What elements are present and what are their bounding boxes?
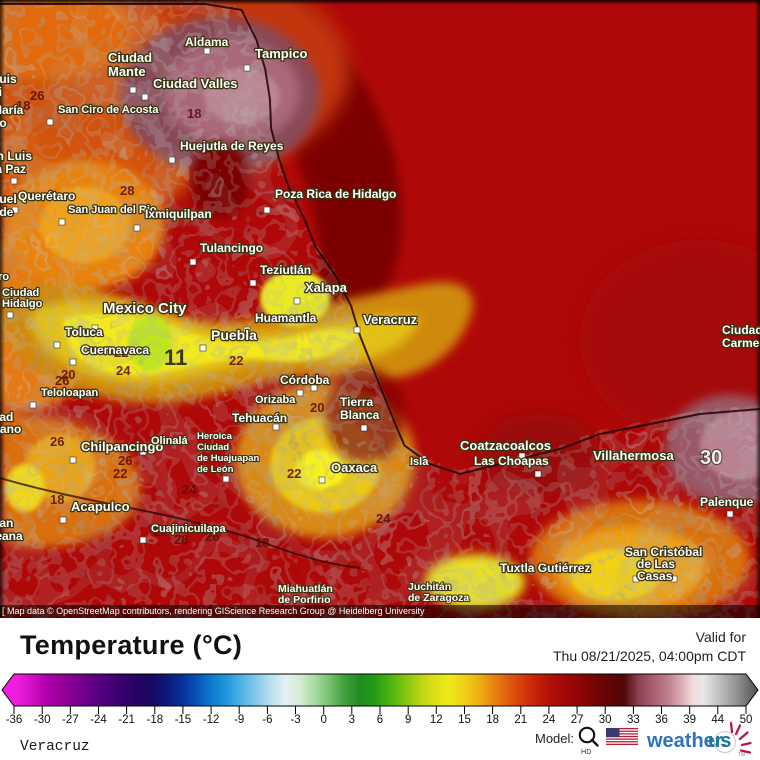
svg-text:Orizaba: Orizaba [255,394,296,406]
svg-text:Mante: Mante [108,64,146,79]
svg-text:30: 30 [700,447,722,469]
svg-text:Toluca: Toluca [65,325,103,339]
svg-text:Tulancingo: Tulancingo [200,241,263,255]
svg-text:18: 18 [50,492,64,507]
svg-text:24: 24 [376,511,391,526]
svg-text:Tehuacán: Tehuacán [232,411,287,425]
svg-text:Model:: Model: [535,731,574,746]
svg-text:Teloloapan: Teloloapan [41,387,99,399]
svg-text:Ciudad: Ciudad [197,442,229,453]
svg-text:de León: de León [197,464,234,475]
svg-text:22: 22 [113,466,127,481]
svg-text:Cuernavaca: Cuernavaca [81,343,149,357]
svg-text:Mexico City: Mexico City [103,300,187,317]
svg-text:18: 18 [255,535,269,550]
svg-text:Carme: Carme [722,336,760,350]
svg-text:de Zaragoza: de Zaragoza [408,592,469,604]
svg-text:San Juan del Rio: San Juan del Rio [68,204,157,216]
svg-text:20: 20 [310,400,324,415]
svg-text:Poza Rica de Hidalgo: Poza Rica de Hidalgo [275,187,396,201]
svg-text:Las Choapas: Las Choapas [474,454,549,468]
svg-text:Ciudad Valles: Ciudad Valles [153,76,238,91]
svg-text:Villahermosa: Villahermosa [593,448,674,463]
svg-text:24: 24 [116,363,131,378]
svg-text:guel: guel [0,192,17,206]
svg-text:Veracruz: Veracruz [363,312,418,327]
svg-text:Olinalá: Olinalá [151,435,189,447]
svg-text:Heroica: Heroica [197,431,233,442]
svg-text:Oaxaca: Oaxaca [331,460,378,475]
svg-text:22: 22 [287,466,301,481]
svg-text:11: 11 [164,345,187,370]
svg-text:si: si [0,85,2,99]
svg-text:Isla: Isla [410,456,429,468]
svg-text:22: 22 [229,353,243,368]
svg-text:irano: irano [0,422,21,436]
svg-text:Ciudad: Ciudad [722,323,760,337]
svg-text:HD: HD [581,747,591,756]
svg-text:Xalapa: Xalapa [305,280,348,295]
svg-text:Acapulco: Acapulco [71,499,130,514]
svg-text:Puebla: Puebla [211,327,257,343]
svg-text:Ixmiquilpan: Ixmiquilpan [145,207,212,221]
svg-text:[ Map data © OpenStreetMap con: [ Map data © OpenStreetMap contributors,… [2,606,425,616]
svg-text:Luis: Luis [0,72,17,86]
svg-text:Blanca: Blanca [340,408,380,422]
svg-text:leana: leana [0,529,23,543]
svg-text:TM: TM [738,752,745,758]
svg-text:Huejutla de Reyes: Huejutla de Reyes [180,139,284,153]
svg-text:18: 18 [187,106,201,121]
svg-text:Palenque: Palenque [700,495,754,509]
svg-text:San Ciro de Acosta: San Ciro de Acosta [58,104,159,116]
svg-text:Tuxtla Gutiérrez: Tuxtla Gutiérrez [500,561,590,575]
svg-text:Tierra: Tierra [340,395,373,409]
svg-text:Casas: Casas [637,569,673,583]
svg-text:24: 24 [182,482,197,497]
svg-text:26: 26 [30,88,44,103]
svg-text:28: 28 [120,183,134,198]
svg-text:de Porfirio: de Porfirio [278,594,331,606]
svg-text:Córdoba: Córdoba [280,373,330,387]
svg-text:nde: nde [0,205,14,219]
svg-text:aro: aro [0,271,9,283]
svg-text:Querétaro: Querétaro [18,189,75,203]
svg-text:an Luis: an Luis [0,149,32,163]
svg-text:26: 26 [55,373,69,388]
svg-text:pan: pan [0,516,13,530]
svg-text:de Huajuapan: de Huajuapan [197,453,259,464]
svg-text:tio: tio [0,116,7,130]
svg-text:Aldama: Aldama [185,35,229,49]
svg-text:Cuajinicuilapa: Cuajinicuilapa [151,523,226,535]
svg-text:la Paz: la Paz [0,162,26,176]
svg-text:Huamantla: Huamantla [255,311,317,325]
svg-text:Hidalgo: Hidalgo [2,298,43,310]
svg-text:Teziutlán: Teziutlán [260,263,311,277]
svg-text:26: 26 [50,434,64,449]
svg-text:Coatzacoalcos: Coatzacoalcos [460,438,551,453]
svg-text:Tampico: Tampico [255,46,308,61]
svg-text:Ciudad: Ciudad [108,50,152,65]
svg-text:María: María [0,103,24,117]
